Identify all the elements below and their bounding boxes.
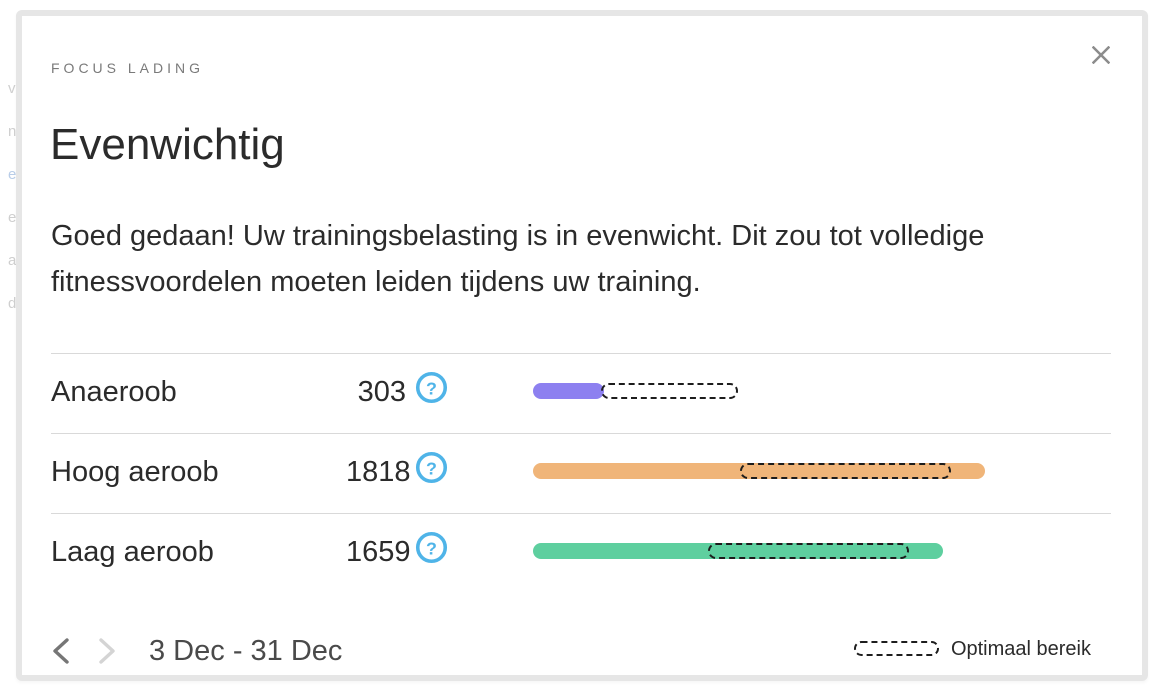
svg-text:?: ?: [426, 378, 437, 398]
svg-text:?: ?: [426, 458, 437, 478]
svg-text:?: ?: [426, 538, 437, 558]
